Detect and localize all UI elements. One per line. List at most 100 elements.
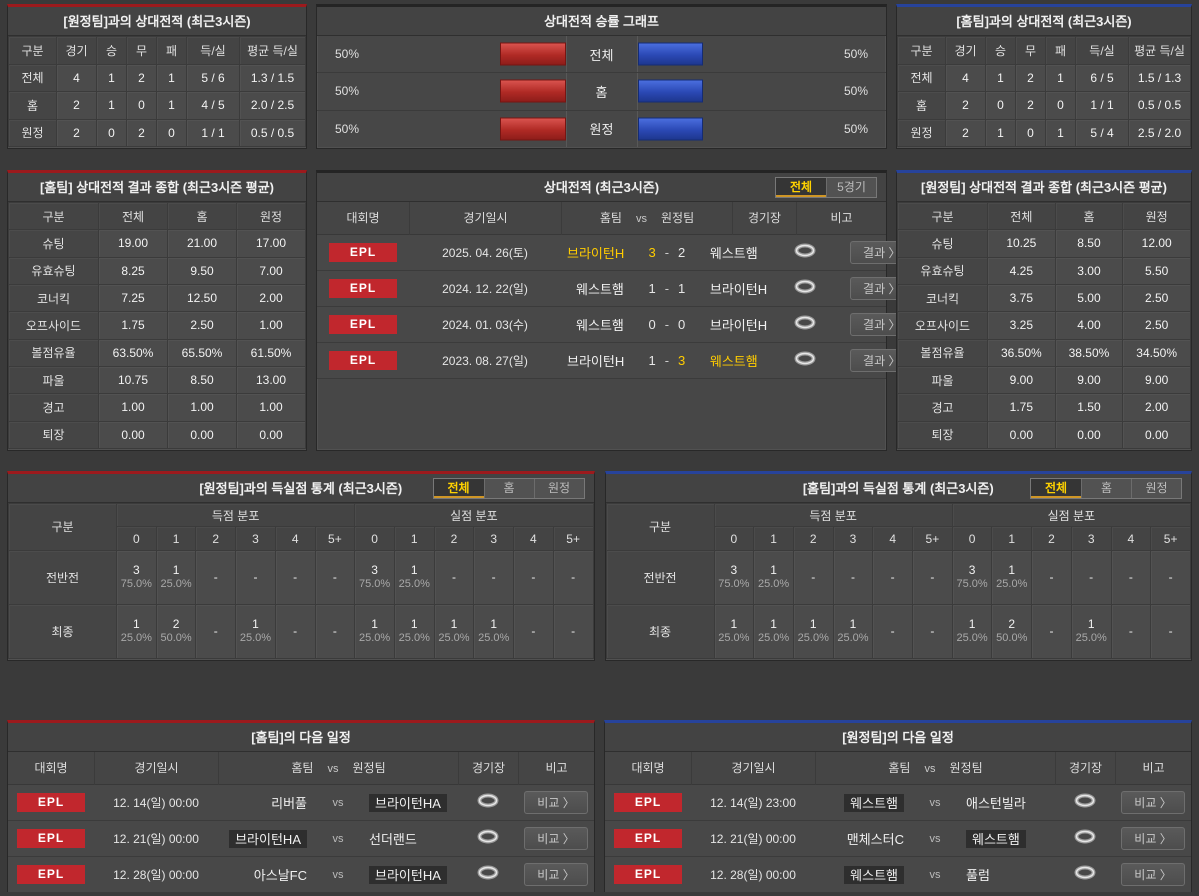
away-team: 브라이턴HA xyxy=(709,318,767,333)
winrate-graph: 50% 전체 50% 50% 홈 50% 50% 원정 xyxy=(317,36,886,147)
summary-awayteam-table: 구분 전체 홈 원정 슈팅 10.25 8.50 12.00 유효슈팅 4.25 3.00… xyxy=(897,201,1191,450)
table-row: 홈 2 0 2 0 1 / 1 0.5 / 0.5 xyxy=(897,91,1191,120)
cell: 61.50% xyxy=(236,338,306,367)
cell: 무 xyxy=(126,36,157,65)
away-team: 웨스트햄 xyxy=(709,354,758,369)
cell: 승 xyxy=(985,36,1016,65)
cell: 0.00 xyxy=(987,420,1056,450)
home-pct-label: 50% xyxy=(335,47,360,62)
cell: 1 xyxy=(156,91,187,120)
home-header: 홈팀 xyxy=(291,761,314,775)
away-winrate-bar xyxy=(637,117,703,141)
compare-button[interactable]: 비교 〉 xyxy=(1121,791,1185,814)
cell: 구분 xyxy=(8,36,57,65)
away-winrate-bar xyxy=(637,42,703,66)
cell: 구분 xyxy=(605,503,715,551)
tab-all[interactable]: 전체 xyxy=(776,178,826,197)
schedule-row: EPL 12. 14(일) 23:00 웨스트햄 vs 애스턴빌라 비교 〉 xyxy=(605,785,1191,821)
cell: 슈팅 xyxy=(897,229,988,258)
stadium-icon[interactable] xyxy=(794,243,816,263)
cell: 원정 xyxy=(8,118,57,147)
compare-button[interactable]: 비교 〉 xyxy=(524,791,588,814)
away-pct-label: 50% xyxy=(843,121,868,136)
cell: - xyxy=(473,549,515,605)
col-datetime: 경기일시 xyxy=(691,752,815,785)
tab-last5[interactable]: 5경기 xyxy=(826,178,876,197)
home-score: 1 xyxy=(648,353,656,368)
compare-button[interactable]: 비교 〉 xyxy=(524,827,588,850)
tab-home[interactable]: 홈 xyxy=(483,479,534,498)
score-dash: - xyxy=(664,281,670,296)
cell: 전체 xyxy=(987,201,1056,231)
cell: 1 xyxy=(1045,63,1076,92)
tab-away[interactable]: 원정 xyxy=(533,479,584,498)
away-score: 0 xyxy=(678,317,686,332)
cell: 1 xyxy=(753,526,794,551)
cell: 1 25.0% xyxy=(155,549,197,605)
cell: 38.50% xyxy=(1054,338,1124,367)
cell: - xyxy=(1150,549,1191,605)
tab-home[interactable]: 홈 xyxy=(1081,479,1131,498)
h2h-vs-hometeam-table: 구분 경기 승 무 패 득/실 평균 득/실 전체 4 1 2 1 6 / 5 … xyxy=(897,36,1191,147)
table-row: 퇴장 0.00 0.00 0.00 xyxy=(897,420,1191,450)
cell: 1 25.0% xyxy=(991,549,1033,605)
panel-title: [홈팀]의 다음 일정 xyxy=(251,730,351,745)
tab-away[interactable]: 원정 xyxy=(1131,479,1181,498)
stadium-icon[interactable] xyxy=(794,279,816,299)
home-team: 브라이턴HA xyxy=(567,246,624,261)
col-teams: 홈팀 vs 원정팀 xyxy=(561,202,732,235)
compare-button[interactable]: 비교 〉 xyxy=(524,863,588,886)
compare-button[interactable]: 비교 〉 xyxy=(1121,827,1185,850)
cell: 0 xyxy=(96,118,127,147)
cell: 득/실 xyxy=(1075,36,1129,65)
table-header-row: 구분 득점 분포 실점 분포 xyxy=(8,502,594,551)
cell: 9.00 xyxy=(1054,365,1124,395)
col-note: 비고 xyxy=(796,202,886,235)
cell: 구분 xyxy=(8,503,117,551)
vs-label: vs xyxy=(332,796,344,809)
table-header-row: 구분 득점 분포 실점 분포 xyxy=(605,502,1192,551)
cell: - xyxy=(235,549,276,605)
stadium-icon[interactable] xyxy=(1074,793,1096,813)
stadium-icon[interactable] xyxy=(794,351,816,371)
away-bar-track xyxy=(637,36,769,72)
panel-h2h-vs-hometeam: [홈팀]과의 상대전적 (최근3시즌) 구분 경기 승 무 패 득/실 평균 득… xyxy=(896,4,1192,149)
cell: 1 25.0% xyxy=(393,603,435,660)
col-stadium: 경기장 xyxy=(732,202,796,235)
col-teams: 홈팀 vs 원정팀 xyxy=(218,752,458,785)
home-header: 홈팀 xyxy=(599,211,622,225)
stadium-icon[interactable] xyxy=(1074,865,1096,885)
cell: 8.50 xyxy=(167,365,237,395)
away-team: 웨스트햄 xyxy=(966,829,1049,848)
cell: - xyxy=(195,603,237,660)
cell: 4 xyxy=(872,526,914,551)
table-row: 유효슈팅 4.25 3.00 5.50 xyxy=(897,256,1191,285)
cell: 1.00 xyxy=(98,393,168,422)
league-badge: EPL xyxy=(329,279,397,298)
tab-all[interactable]: 전체 xyxy=(1031,479,1081,498)
stadium-icon[interactable] xyxy=(794,315,816,335)
stadium-icon[interactable] xyxy=(1074,829,1096,849)
stadium-icon[interactable] xyxy=(477,829,499,849)
schedule-row: EPL 12. 28(일) 00:00 아스날FC vs 브라이턴HA 비교 〉 xyxy=(8,857,594,893)
away-team: 선더랜드 xyxy=(369,832,417,847)
cell: 2.50 xyxy=(1122,311,1191,340)
conceded-group-header: 실점 분포 xyxy=(354,502,594,528)
col-note: 비고 xyxy=(518,752,594,785)
col-teams: 홈팀 vs 원정팀 xyxy=(815,752,1055,785)
stadium-icon[interactable] xyxy=(477,865,499,885)
cell: - xyxy=(513,603,554,660)
stadium-icon[interactable] xyxy=(477,793,499,813)
col-datetime: 경기일시 xyxy=(94,752,218,785)
cell: 1 xyxy=(985,118,1016,147)
cell: 9.50 xyxy=(167,256,237,285)
cell: 5.50 xyxy=(1122,256,1191,285)
graph-row-label: 홈 xyxy=(565,73,638,110)
league-badge: EPL xyxy=(17,829,85,848)
col-stadium: 경기장 xyxy=(458,752,518,785)
cell: 유효슈팅 xyxy=(8,256,99,285)
tab-all[interactable]: 전체 xyxy=(433,479,484,498)
cell: 패 xyxy=(156,36,187,65)
compare-button[interactable]: 비교 〉 xyxy=(1121,863,1185,886)
home-team: 아스날FC xyxy=(253,868,307,883)
